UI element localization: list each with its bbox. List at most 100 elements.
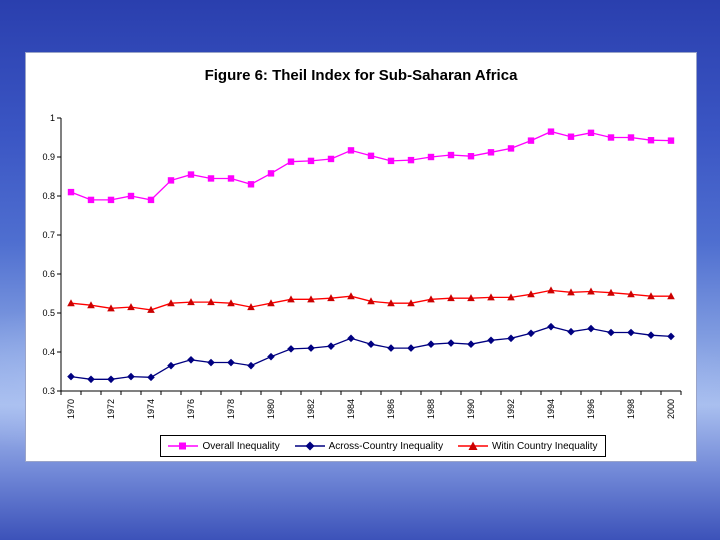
data-point-overall [347,147,355,154]
data-point-within [187,298,195,306]
data-point-within [567,288,575,296]
data-point-overall [407,156,415,164]
data-point-across [147,373,155,382]
data-point-across [547,322,555,331]
data-point-across [507,334,515,343]
x-tick-label: 1978 [226,399,236,419]
x-tick-label: 1982 [306,399,316,419]
data-point-overall [107,196,115,204]
y-tick-label: 0.8 [42,191,55,201]
data-point-across [407,344,415,352]
data-point-overall [207,175,215,182]
legend-item-across: Across-Country Inequality [294,441,443,452]
x-tick-label: 1992 [506,399,516,419]
data-point-overall [67,188,75,196]
data-point-overall [167,177,175,184]
data-point-overall [447,151,455,159]
x-tick-label: 1988 [426,399,436,419]
data-point-across [347,334,355,343]
data-point-across [607,328,615,337]
chart-plot: 0.3 0.4 0.5 0.6 0.7 0.8 0.9 1 1970 1972 1974 1976 19… [42,113,682,419]
data-point-overall [467,153,475,160]
x-tick-label: 1972 [106,399,116,419]
y-tick-label: 0.7 [42,230,55,240]
data-point-within [527,290,535,298]
data-point-across [467,340,475,348]
data-point-overall [147,196,155,204]
data-point-within [287,295,295,303]
data-point-overall [387,157,395,165]
data-point-within [507,293,515,301]
data-point-overall [127,192,135,200]
data-point-overall [567,133,575,140]
data-point-within [647,292,655,300]
data-point-within [347,292,355,300]
data-point-within [447,294,455,302]
data-point-across [267,352,275,361]
data-point-within [427,295,435,303]
data-point-within [467,294,475,302]
y-tick-label: 0.9 [42,152,55,162]
data-point-overall [607,134,615,141]
data-point-within [407,299,415,307]
x-tick-label: 1980 [266,399,276,419]
data-point-within [547,286,555,294]
chart-legend: Overall Inequality Across-Country Inequa… [160,435,606,457]
x-tick-label: 1998 [626,399,636,419]
data-point-across [667,332,675,341]
data-point-across [527,329,535,338]
x-tick-label: 1970 [66,399,76,419]
chart-panel: Figure 6: Theil Index for Sub-Saharan Af… [25,52,697,462]
data-point-within [147,305,155,313]
data-point-across [107,375,115,384]
data-point-within [487,293,495,301]
legend-marker-overall [168,442,199,450]
data-point-across [127,372,135,381]
data-point-within [87,301,95,309]
data-point-within [107,304,115,312]
data-point-overall [307,157,315,165]
y-tick-label: 0.5 [42,308,55,318]
y-tick-label: 1 [50,113,55,123]
data-point-across [447,339,455,347]
series-line-1 [70,325,672,380]
data-point-within [67,299,75,307]
y-tick-label: 0.4 [42,347,55,357]
legend-marker-within [457,441,488,450]
y-tick-label: 0.3 [42,386,55,396]
data-point-within [307,295,315,303]
data-point-across [227,358,235,367]
data-point-across [87,375,95,384]
data-point-across [387,344,395,352]
data-point-across [307,344,315,352]
data-point-within [667,292,675,300]
legend-label-overall: Overall Inequality [202,440,280,452]
data-point-across [207,358,215,367]
data-point-within [267,299,275,307]
data-point-within [227,299,235,307]
data-point-across [67,372,75,381]
data-point-overall [287,158,295,165]
data-point-overall [667,137,675,144]
x-tick-label: 1996 [586,399,596,419]
data-point-within [127,303,135,311]
data-point-within [207,298,215,306]
data-point-overall [267,170,275,177]
data-point-within [367,297,375,305]
data-point-overall [427,153,435,161]
data-point-overall [247,181,255,188]
chart-title: Figure 6: Theil Index for Sub-Saharan Af… [204,67,518,84]
x-tick-label: 1974 [146,399,156,419]
data-point-within [247,303,255,311]
legend-marker-across [294,441,325,451]
data-point-across [247,361,255,370]
data-point-overall [547,128,555,135]
data-point-within [627,290,635,298]
legend-item-within: Witin Country Inequality [457,441,598,452]
data-point-across [587,324,595,333]
data-point-across [167,361,175,370]
data-point-overall [487,149,495,156]
data-point-overall [627,134,635,141]
x-tick-label: 1976 [186,399,196,419]
data-point-across [287,345,295,353]
